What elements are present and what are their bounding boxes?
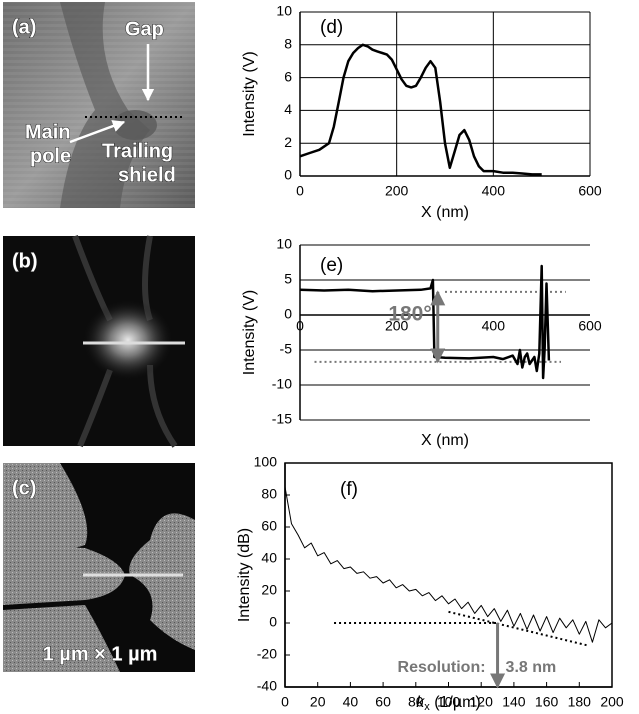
x-axis-label: X (nm)	[421, 204, 469, 221]
y-tick-label: 0	[284, 306, 292, 322]
x-tick-label: 0	[281, 694, 289, 710]
image-panel-c: (c) 1 µm × 1 µm	[3, 463, 195, 672]
x-tick-label: 200	[600, 694, 624, 710]
panel-label: (f)	[340, 479, 358, 500]
image-panel-a: (a) Gap Main pole Trailing shield	[3, 2, 195, 208]
data-line	[299, 43, 542, 176]
x-tick-label: 600	[578, 318, 602, 334]
y-tick-label: 60	[261, 518, 277, 534]
x-tick-label: 40	[343, 694, 359, 710]
image-panel-b: (b)	[3, 234, 195, 448]
plot-frame	[284, 462, 613, 688]
annotation: 3.8 nm	[506, 659, 557, 676]
reference-line	[448, 610, 588, 647]
y-axis-label: Intensity (V)	[241, 51, 258, 136]
scale-label: 1 µm × 1 µm	[43, 643, 158, 665]
x-tick-label: 180	[568, 694, 592, 710]
x-tick-label: 80	[408, 694, 424, 710]
annotation: Main	[25, 121, 71, 143]
annotation: shield	[118, 164, 176, 186]
y-axis-label: Intensity (dB)	[236, 528, 253, 622]
y-tick-label: 2	[284, 134, 292, 150]
data-line	[299, 264, 551, 380]
x-tick-label: 200	[385, 183, 409, 199]
y-tick-label: 0	[269, 614, 277, 630]
y-tick-label: 8	[284, 36, 292, 52]
x-axis-label-part: X (nm)	[421, 204, 469, 221]
title-background	[308, 253, 354, 279]
annotation: pole	[30, 145, 71, 167]
x-axis-label: kx (1/µm)	[416, 694, 481, 713]
panel-label: (b)	[12, 250, 38, 272]
annotation: Gap	[125, 18, 164, 40]
x-axis-label-part: X (nm)	[421, 432, 469, 449]
y-tick-label: -10	[272, 376, 292, 392]
y-tick-label: 4	[284, 101, 292, 117]
y-tick-label: 10	[276, 236, 292, 252]
y-tick-label: 0	[284, 167, 292, 183]
x-tick-label: 400	[482, 318, 506, 334]
y-tick-label: 80	[261, 486, 277, 502]
y-tick-label: 40	[261, 550, 277, 566]
x-tick-label: 400	[482, 183, 506, 199]
x-tick-label: 20	[310, 694, 326, 710]
x-tick-label: 60	[375, 694, 391, 710]
x-axis-label: X (nm)	[421, 432, 469, 449]
panel-label: (a)	[12, 16, 36, 38]
x-tick-label: 200	[385, 318, 409, 334]
y-tick-label: -20	[257, 646, 277, 662]
x-axis-label-part: k	[416, 694, 425, 711]
panel-label: (d)	[320, 17, 343, 38]
y-tick-label: 100	[254, 454, 278, 470]
title-background	[308, 15, 354, 41]
x-tick-label: 140	[502, 694, 526, 710]
panel-label: (c)	[12, 477, 36, 499]
annotation: Trailing	[102, 140, 173, 162]
y-tick-label: -15	[272, 411, 292, 427]
panel-label: (e)	[320, 255, 343, 276]
data-line	[284, 486, 613, 643]
x-axis-label-part: x	[424, 701, 430, 713]
x-tick-label: 600	[578, 183, 602, 199]
x-tick-label: 100	[437, 694, 461, 710]
y-tick-label: 10	[276, 3, 292, 19]
y-tick-label: 20	[261, 582, 277, 598]
y-axis-label: Intensity (V)	[241, 290, 258, 375]
y-tick-label: -5	[280, 341, 293, 357]
x-tick-label: 120	[470, 694, 494, 710]
x-tick-label: 0	[296, 183, 304, 199]
annotation: Resolution:	[398, 659, 486, 676]
y-tick-label: 5	[284, 271, 292, 287]
x-tick-label: 160	[535, 694, 559, 710]
x-axis-label-part: (1/µm)	[430, 694, 481, 711]
annotation: 180°	[388, 303, 431, 326]
y-tick-label: -40	[257, 678, 277, 694]
title-background	[328, 477, 374, 503]
y-tick-label: 6	[284, 68, 292, 84]
